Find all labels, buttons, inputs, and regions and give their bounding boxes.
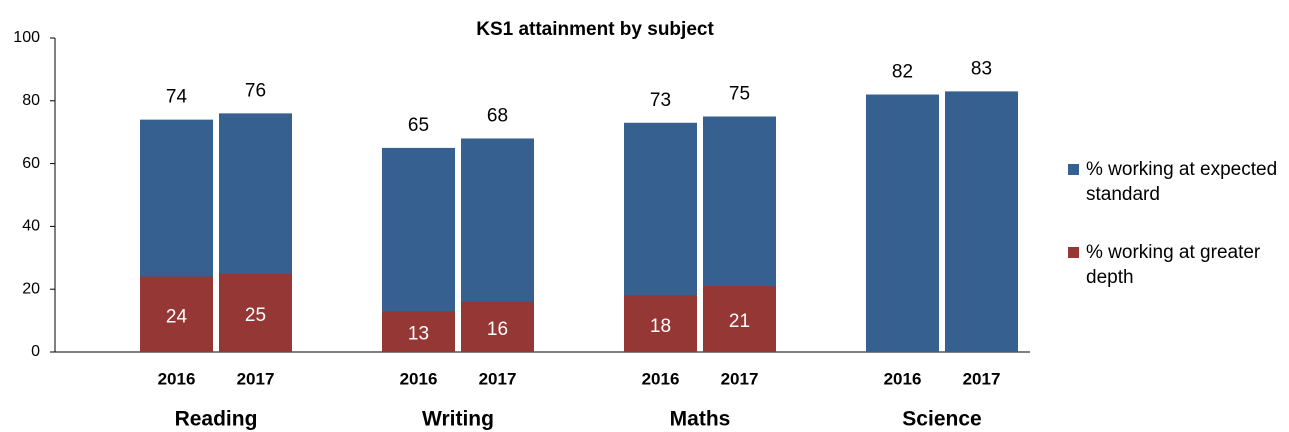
legend-swatch [1068, 247, 1079, 258]
y-tick-label: 60 [22, 155, 40, 172]
value-label: 13 [408, 324, 429, 345]
y-tick-label: 0 [31, 343, 40, 360]
bar [461, 301, 534, 352]
value-label: 83 [971, 58, 992, 79]
value-label: 65 [408, 115, 429, 136]
value-label: 18 [650, 316, 671, 337]
x-tick-label: 2017 [721, 369, 759, 388]
bar [624, 295, 697, 352]
y-tick-label: 100 [13, 29, 40, 46]
value-label: 21 [729, 311, 750, 332]
y-tick-label: 20 [22, 280, 40, 297]
value-label: 82 [892, 62, 913, 83]
x-tick-label: 2017 [963, 369, 1001, 388]
value-label: 74 [166, 87, 188, 108]
group-label: Science [902, 408, 981, 431]
legend-label: % working at expected standard [1086, 159, 1278, 205]
chart-title: KS1 attainment by subject [476, 19, 714, 40]
bar [703, 286, 776, 352]
legend-item: % working at expected standard [1068, 157, 1289, 207]
x-tick-label: 2016 [642, 369, 680, 388]
bar [382, 311, 455, 352]
bar [866, 94, 939, 353]
y-tick-label: 80 [22, 92, 40, 109]
x-tick-label: 2016 [884, 369, 922, 388]
value-label: 24 [166, 306, 188, 327]
bar [219, 273, 292, 352]
x-tick-label: 2017 [479, 369, 517, 388]
value-label: 25 [245, 305, 266, 326]
legend-swatch [1068, 164, 1079, 175]
group-label: Writing [422, 408, 494, 431]
value-label: 68 [487, 105, 508, 126]
value-label: 75 [729, 84, 750, 105]
value-label: 76 [245, 80, 266, 101]
x-tick-label: 2016 [158, 369, 196, 388]
legend-item: % working at greater depth [1068, 240, 1289, 290]
value-label: 73 [650, 90, 671, 111]
bar [140, 276, 213, 352]
bar [945, 91, 1018, 352]
x-tick-label: 2016 [400, 369, 438, 388]
x-tick-label: 2017 [237, 369, 275, 388]
group-label: Reading [175, 408, 258, 431]
group-label: Maths [670, 408, 731, 431]
value-label: 16 [487, 319, 508, 340]
legend-label: % working at greater depth [1086, 242, 1261, 288]
y-tick-label: 40 [22, 218, 40, 235]
